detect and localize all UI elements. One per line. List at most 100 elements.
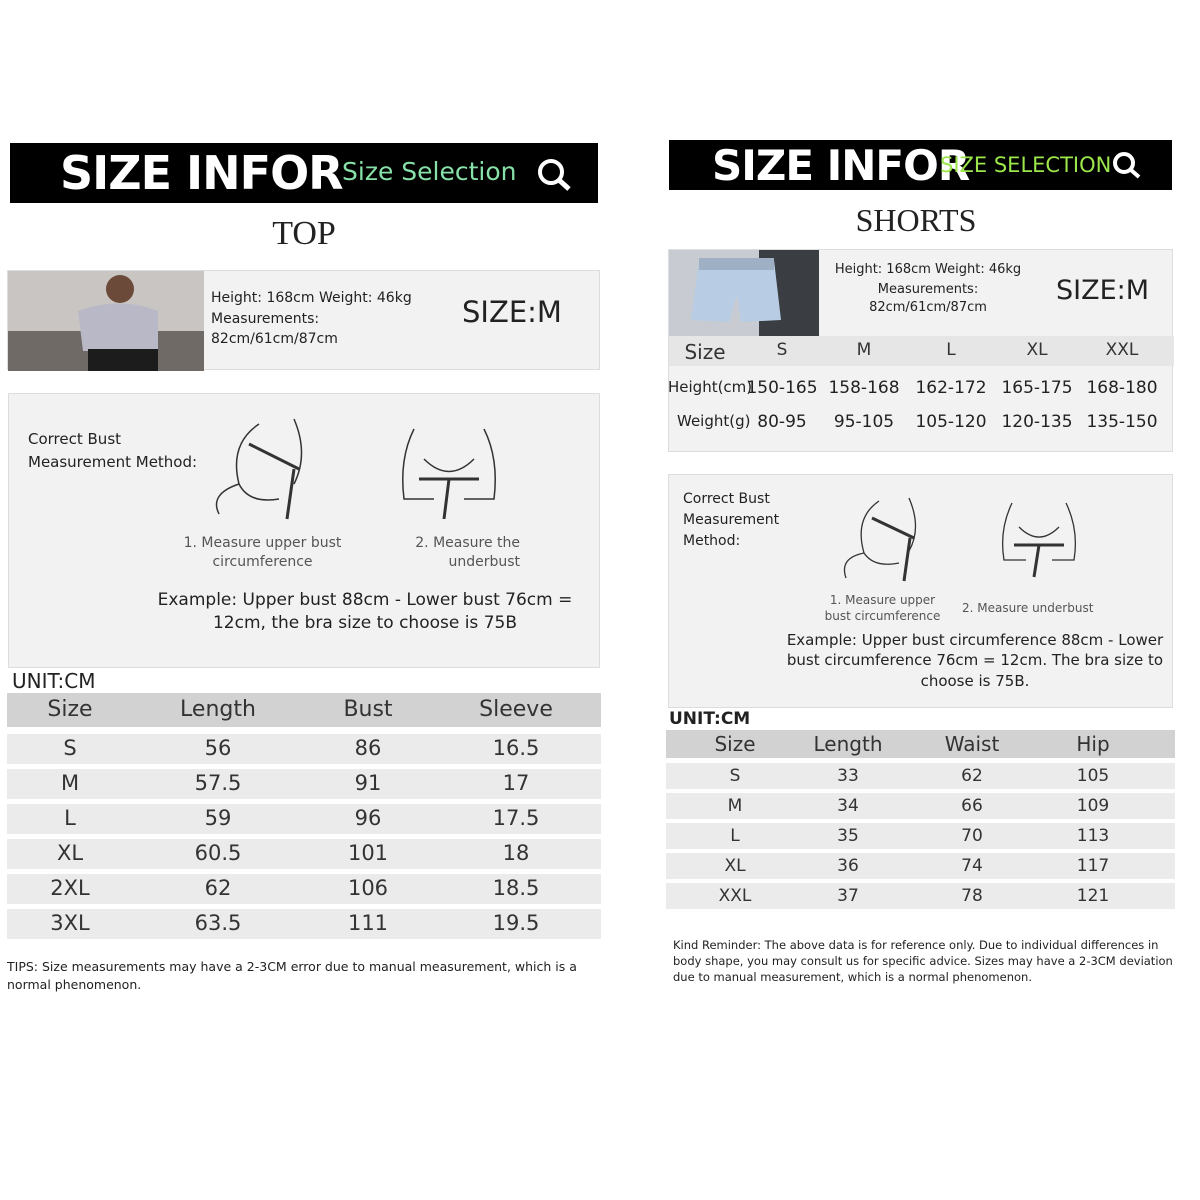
table-cell: 62 [204,876,232,901]
table-header: Hip [1076,732,1110,756]
method-example: Example: Upper bust 88cm - Lower bust 76… [157,590,573,633]
model-measurements: 82cm/61cm/87cm [211,331,338,347]
table-header: Waist [944,732,1000,756]
method-title: Correct Bust Measurement Method: [28,430,198,471]
table-cell: 86 [354,736,382,761]
table-cell: S [729,765,741,786]
table-header: Length [180,696,256,722]
model-photo [669,250,819,336]
table-cell: 113 [1076,825,1110,846]
size-header: Size [684,340,726,364]
table-header: Bust [343,696,393,722]
table-header: Size [47,696,93,722]
row-bg [666,883,1175,909]
table-cell: 96 [354,806,382,831]
method-step: 2. Measure underbust [962,601,1094,615]
table-cell: 78 [961,885,983,906]
model-stats: Height: 168cm Weight: 46kg [834,262,1022,277]
banner [669,140,1172,190]
search-icon [1113,152,1141,179]
figure [215,418,303,520]
method-example: Example: Upper bust circumference 88cm -… [786,631,1164,690]
model-size: SIZE:M [462,295,562,329]
table-cell: 74 [961,855,983,876]
size-row-label: Height(cm) [668,378,753,396]
table-cell: 33 [837,765,859,786]
table-cell: 59 [204,806,232,831]
size-cell: 135-150 [1086,412,1158,432]
size-header: XXL [1105,340,1139,360]
table-cell: 117 [1076,855,1110,876]
model-box [7,270,600,371]
row-bg [666,823,1175,849]
size-cell: 105-120 [915,412,987,432]
row-bg [666,853,1175,879]
table-cell: 17.5 [492,806,540,831]
table-cell: 36 [837,855,859,876]
table-cell: 57.5 [194,771,242,796]
figure [843,497,917,582]
table-cell: XXL [718,885,752,906]
reminder: Kind Reminder: The above data is for ref… [673,938,1173,985]
size-cell: 158-168 [828,378,900,398]
table-header: Length [813,732,883,756]
method-step: 1. Measure upper bust circumference [183,535,342,570]
row-bg [7,909,601,939]
model-stats: Height: 168cm Weight: 46kg [211,290,412,306]
table-cell: 91 [354,771,382,796]
method-box [668,474,1173,708]
row-bg [666,763,1175,789]
table-cell: 106 [347,876,389,901]
table-cell: 18.5 [492,876,540,901]
heading: TOP [272,215,336,252]
banner [10,143,598,203]
table-cell: S [63,736,77,761]
table-cell: L [64,806,76,831]
table-cell: 62 [961,765,983,786]
size-cell: 150-165 [746,378,818,398]
figure [402,428,496,519]
model-size: SIZE:M [1056,275,1150,306]
table-cell: 18 [502,841,530,866]
table-cell: 105 [1076,765,1110,786]
row-bg [7,874,601,904]
table-cell: 70 [961,825,983,846]
table-cell: 2XL [50,876,90,901]
table-cell: 37 [837,885,859,906]
table-cell: 3XL [50,911,90,936]
size-cell: 80-95 [757,412,807,432]
table-cell: 16.5 [492,736,540,761]
table-cell: M [60,771,80,796]
search-icon [538,159,571,191]
unit: UNIT:CM [12,669,96,693]
row-bg [7,734,601,764]
table-cell: 60.5 [194,841,242,866]
row-bg [7,804,601,834]
table-cell: 109 [1076,795,1110,816]
table-cell: 121 [1076,885,1110,906]
figure [1001,502,1077,578]
banner-subtitle: SIZE SELECTION [940,153,1112,177]
table-cell: XL [724,855,746,876]
model-measurements: 82cm/61cm/87cm [869,300,987,315]
method-step: 1. Measure upper bust circumference [824,593,941,624]
size-header: S [776,340,788,360]
table-cell: 66 [961,795,983,816]
table-cell: 35 [837,825,859,846]
size-cell: 165-175 [1001,378,1073,398]
model-measurements-label: Measurements: [211,311,320,327]
size-cell: 120-135 [1001,412,1073,432]
table-header: Sleeve [479,696,553,722]
banner-title: SIZE INFOR [60,146,344,200]
table-cell: 63.5 [194,911,242,936]
unit: UNIT:CM [669,709,751,729]
size-header: XL [1026,340,1048,360]
row-bg [7,693,601,727]
table-header: Size [714,732,756,756]
size-row-label: Weight(g) [677,412,751,430]
method-title: Correct Bust Measurement Method: [683,491,780,549]
heading: SHORTS [855,202,977,238]
size-cell: 168-180 [1086,378,1158,398]
row-bg [666,730,1175,758]
